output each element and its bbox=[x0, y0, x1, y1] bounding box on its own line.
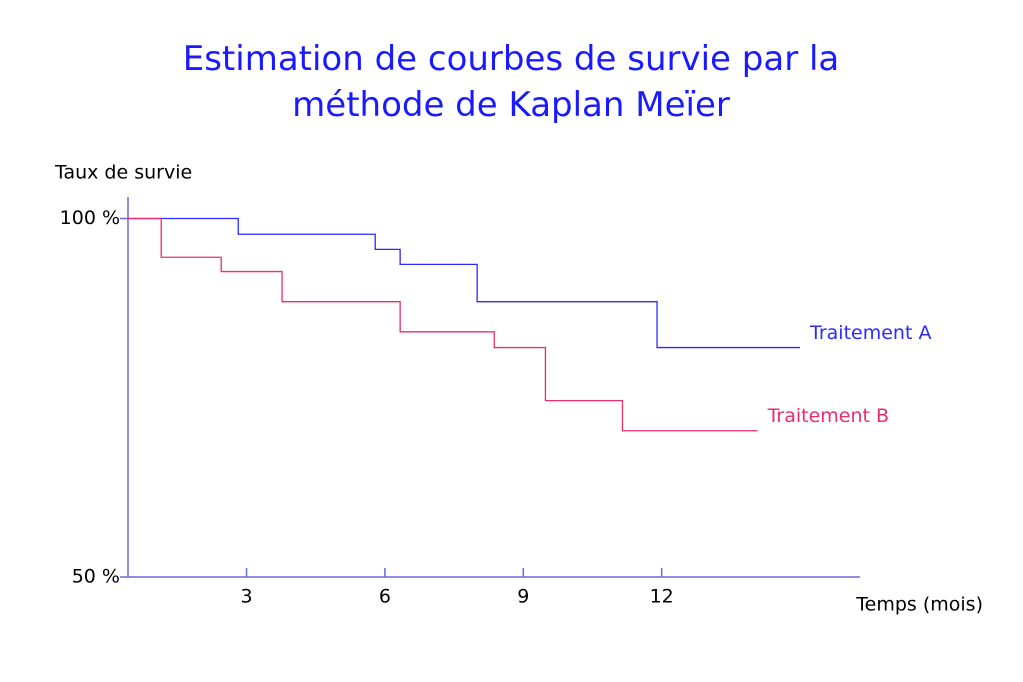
y-axis-label: Taux de survie bbox=[54, 162, 192, 184]
survival-curve bbox=[128, 217, 801, 349]
x-tick-label: 6 bbox=[379, 586, 391, 608]
x-axis-label: Temps (mois) bbox=[855, 594, 983, 616]
y-tick-label: 100 % bbox=[60, 207, 120, 229]
chart-title: Estimation de courbes de survie par la m… bbox=[182, 39, 840, 125]
x-tick-label: 12 bbox=[650, 586, 674, 608]
y-tick-label: 50 % bbox=[72, 566, 120, 588]
legend-label: Traitement A bbox=[809, 322, 931, 344]
legend-label: Traitement B bbox=[767, 405, 889, 427]
survival-curve bbox=[128, 217, 758, 432]
x-tick-label: 9 bbox=[517, 586, 529, 608]
x-tick-label: 3 bbox=[240, 586, 252, 608]
